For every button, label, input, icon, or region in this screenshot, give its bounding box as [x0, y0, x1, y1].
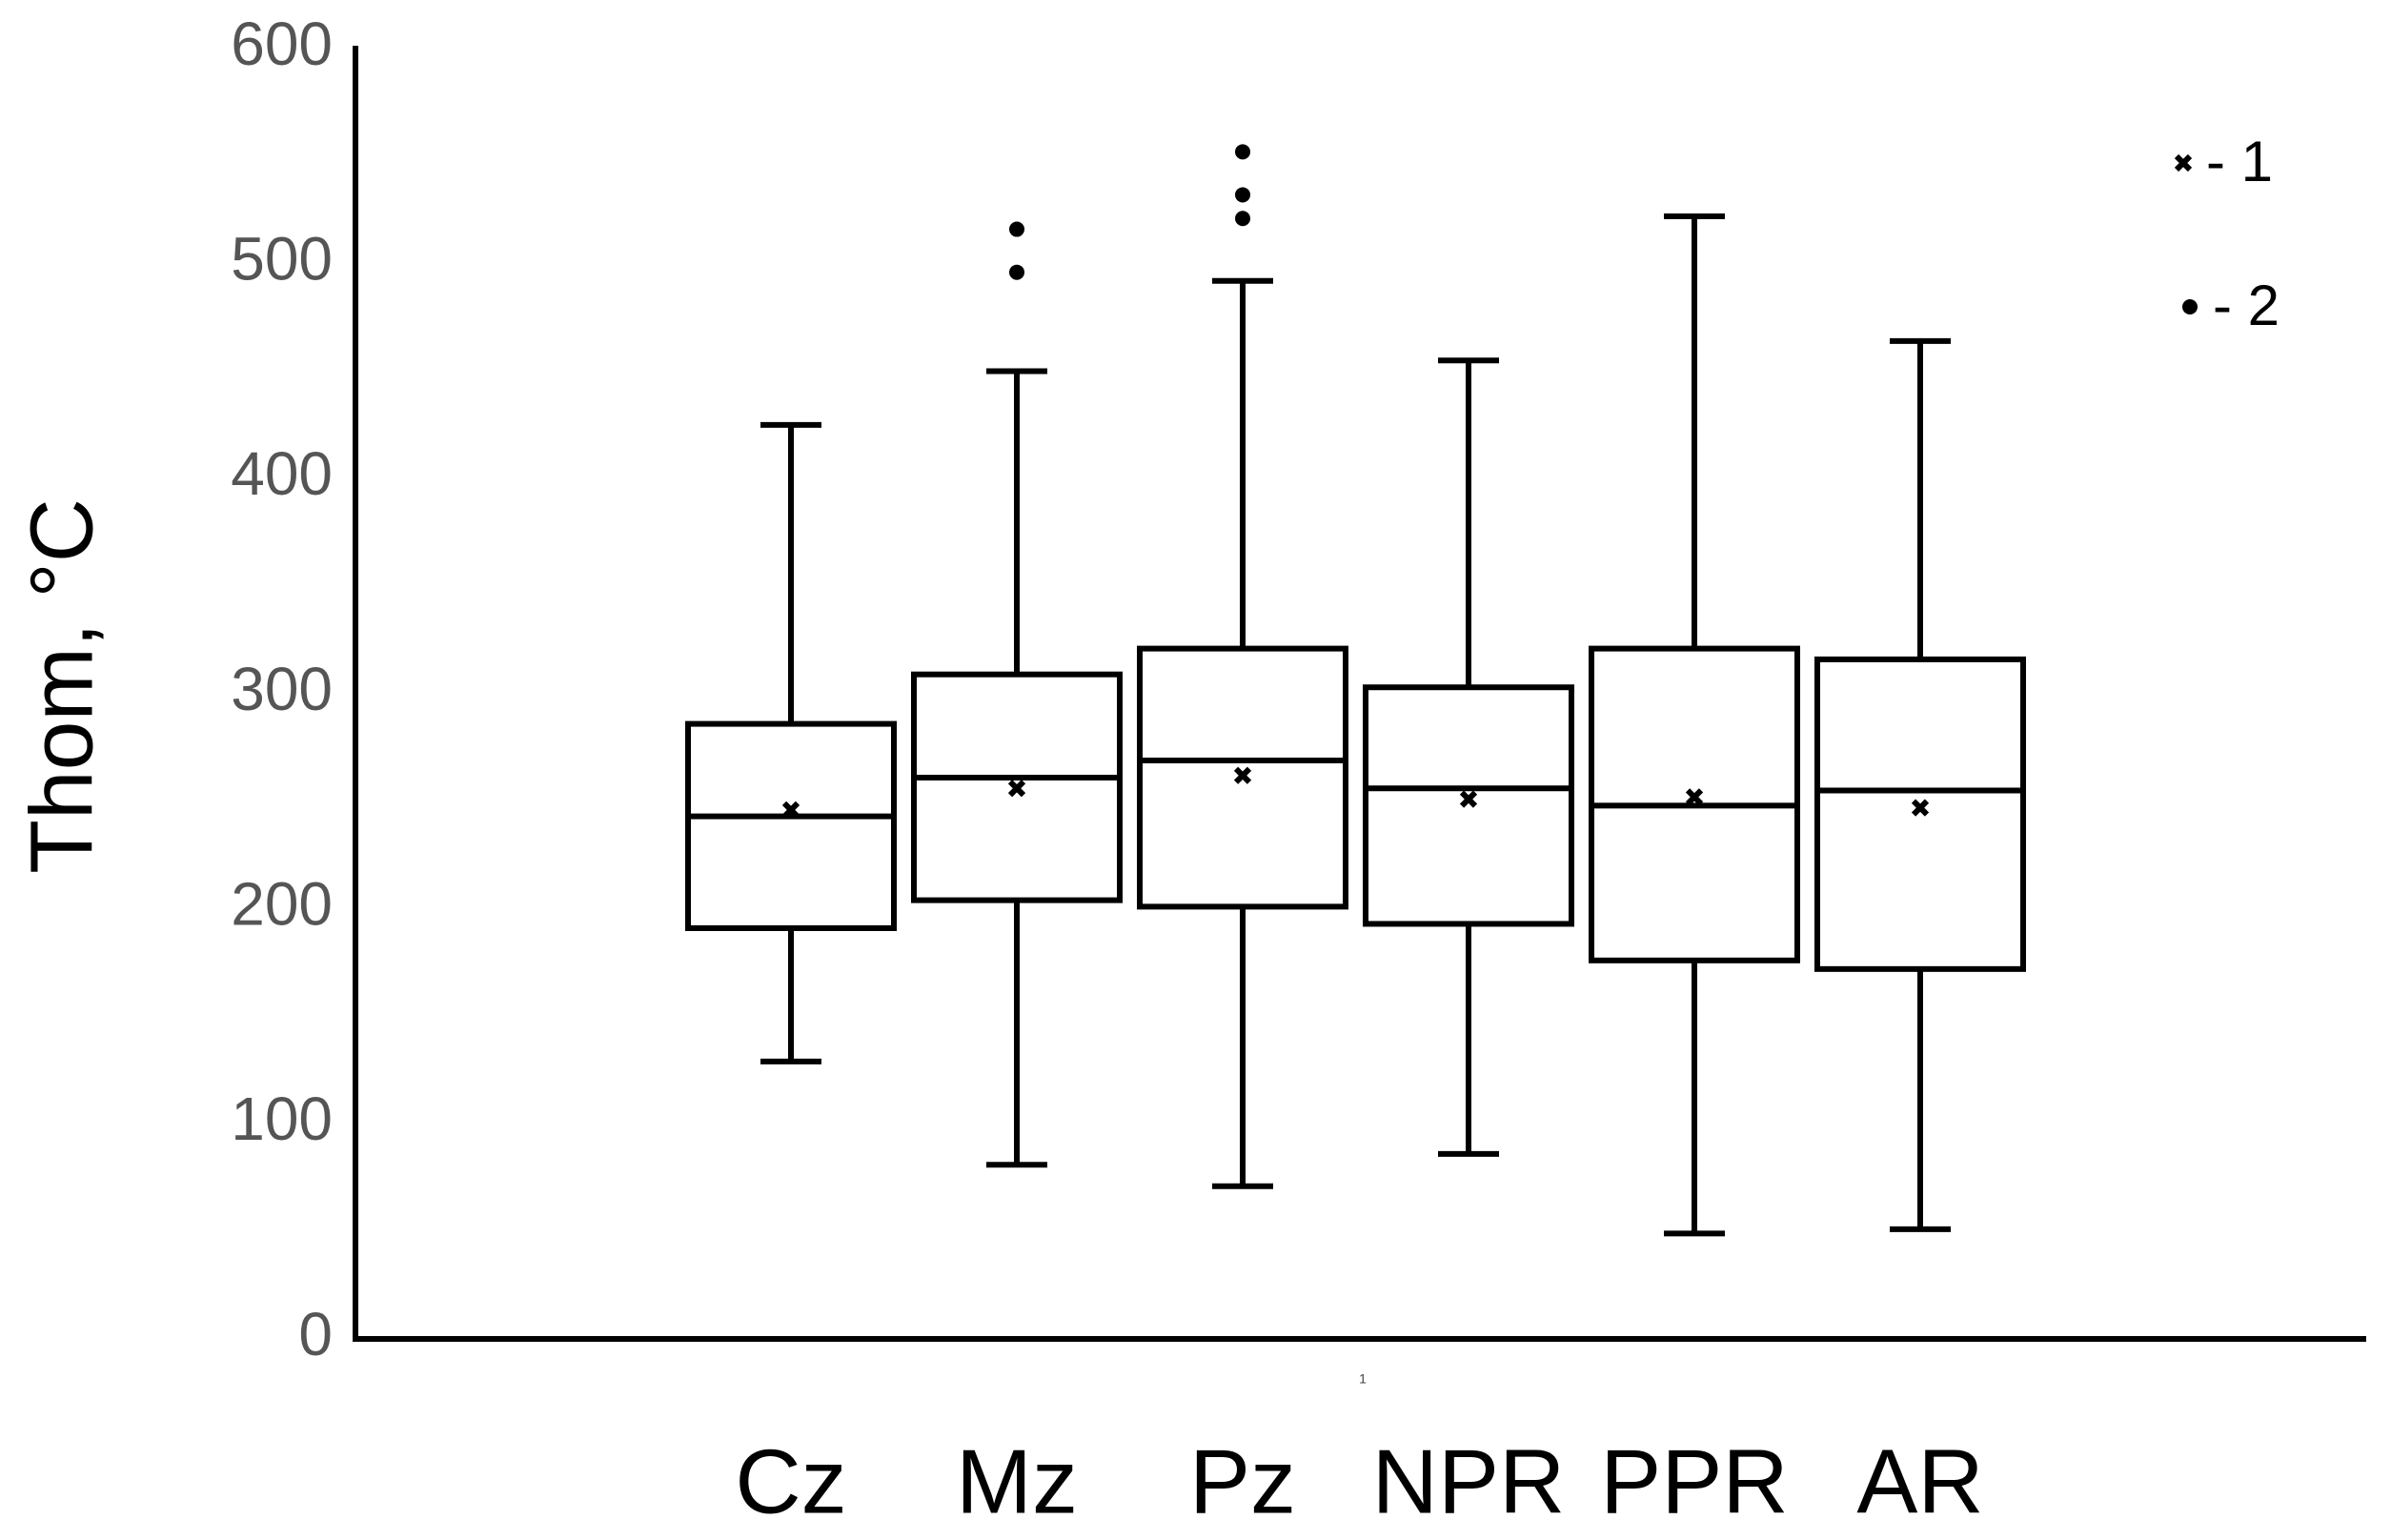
y-tick-label: 200: [231, 870, 333, 939]
y-tick-label: 400: [231, 439, 333, 508]
x-tick-label: Pz: [1189, 1430, 1296, 1532]
box: [685, 720, 897, 931]
mean-marker: [1911, 799, 1930, 817]
x-tick-label: PPR: [1600, 1430, 1788, 1532]
y-tick-label: 300: [231, 655, 333, 723]
y-tick-label: 500: [231, 225, 333, 294]
y-tick-label: 0: [298, 1300, 333, 1368]
x-note: 1: [1359, 1371, 1367, 1387]
outlier: [1009, 221, 1024, 237]
mean-marker: [1233, 766, 1252, 784]
outlier: [1235, 187, 1250, 203]
mean-marker: [1007, 780, 1026, 798]
legend-label: - 1: [2206, 130, 2273, 193]
x-tick-label: Cz: [735, 1430, 846, 1532]
x-tick-label: Mz: [956, 1430, 1078, 1532]
outlier: [1235, 211, 1250, 227]
y-tick-label: 100: [231, 1084, 333, 1153]
mean-marker: [781, 800, 800, 819]
outlier: [1009, 264, 1024, 280]
legend-marker: [2182, 299, 2198, 314]
box: [1363, 684, 1574, 927]
legend-marker: [2174, 153, 2193, 172]
y-tick-label: 600: [231, 10, 333, 78]
mean-marker: [1685, 788, 1704, 806]
mean-marker: [1459, 790, 1478, 808]
legend-label: - 2: [2213, 274, 2280, 337]
y-axis-label: Thom, °C: [12, 498, 111, 874]
box: [1814, 656, 2026, 972]
x-tick-label: NPR: [1372, 1430, 1566, 1532]
outlier: [1235, 144, 1250, 160]
x-tick-label: AR: [1856, 1430, 1983, 1532]
